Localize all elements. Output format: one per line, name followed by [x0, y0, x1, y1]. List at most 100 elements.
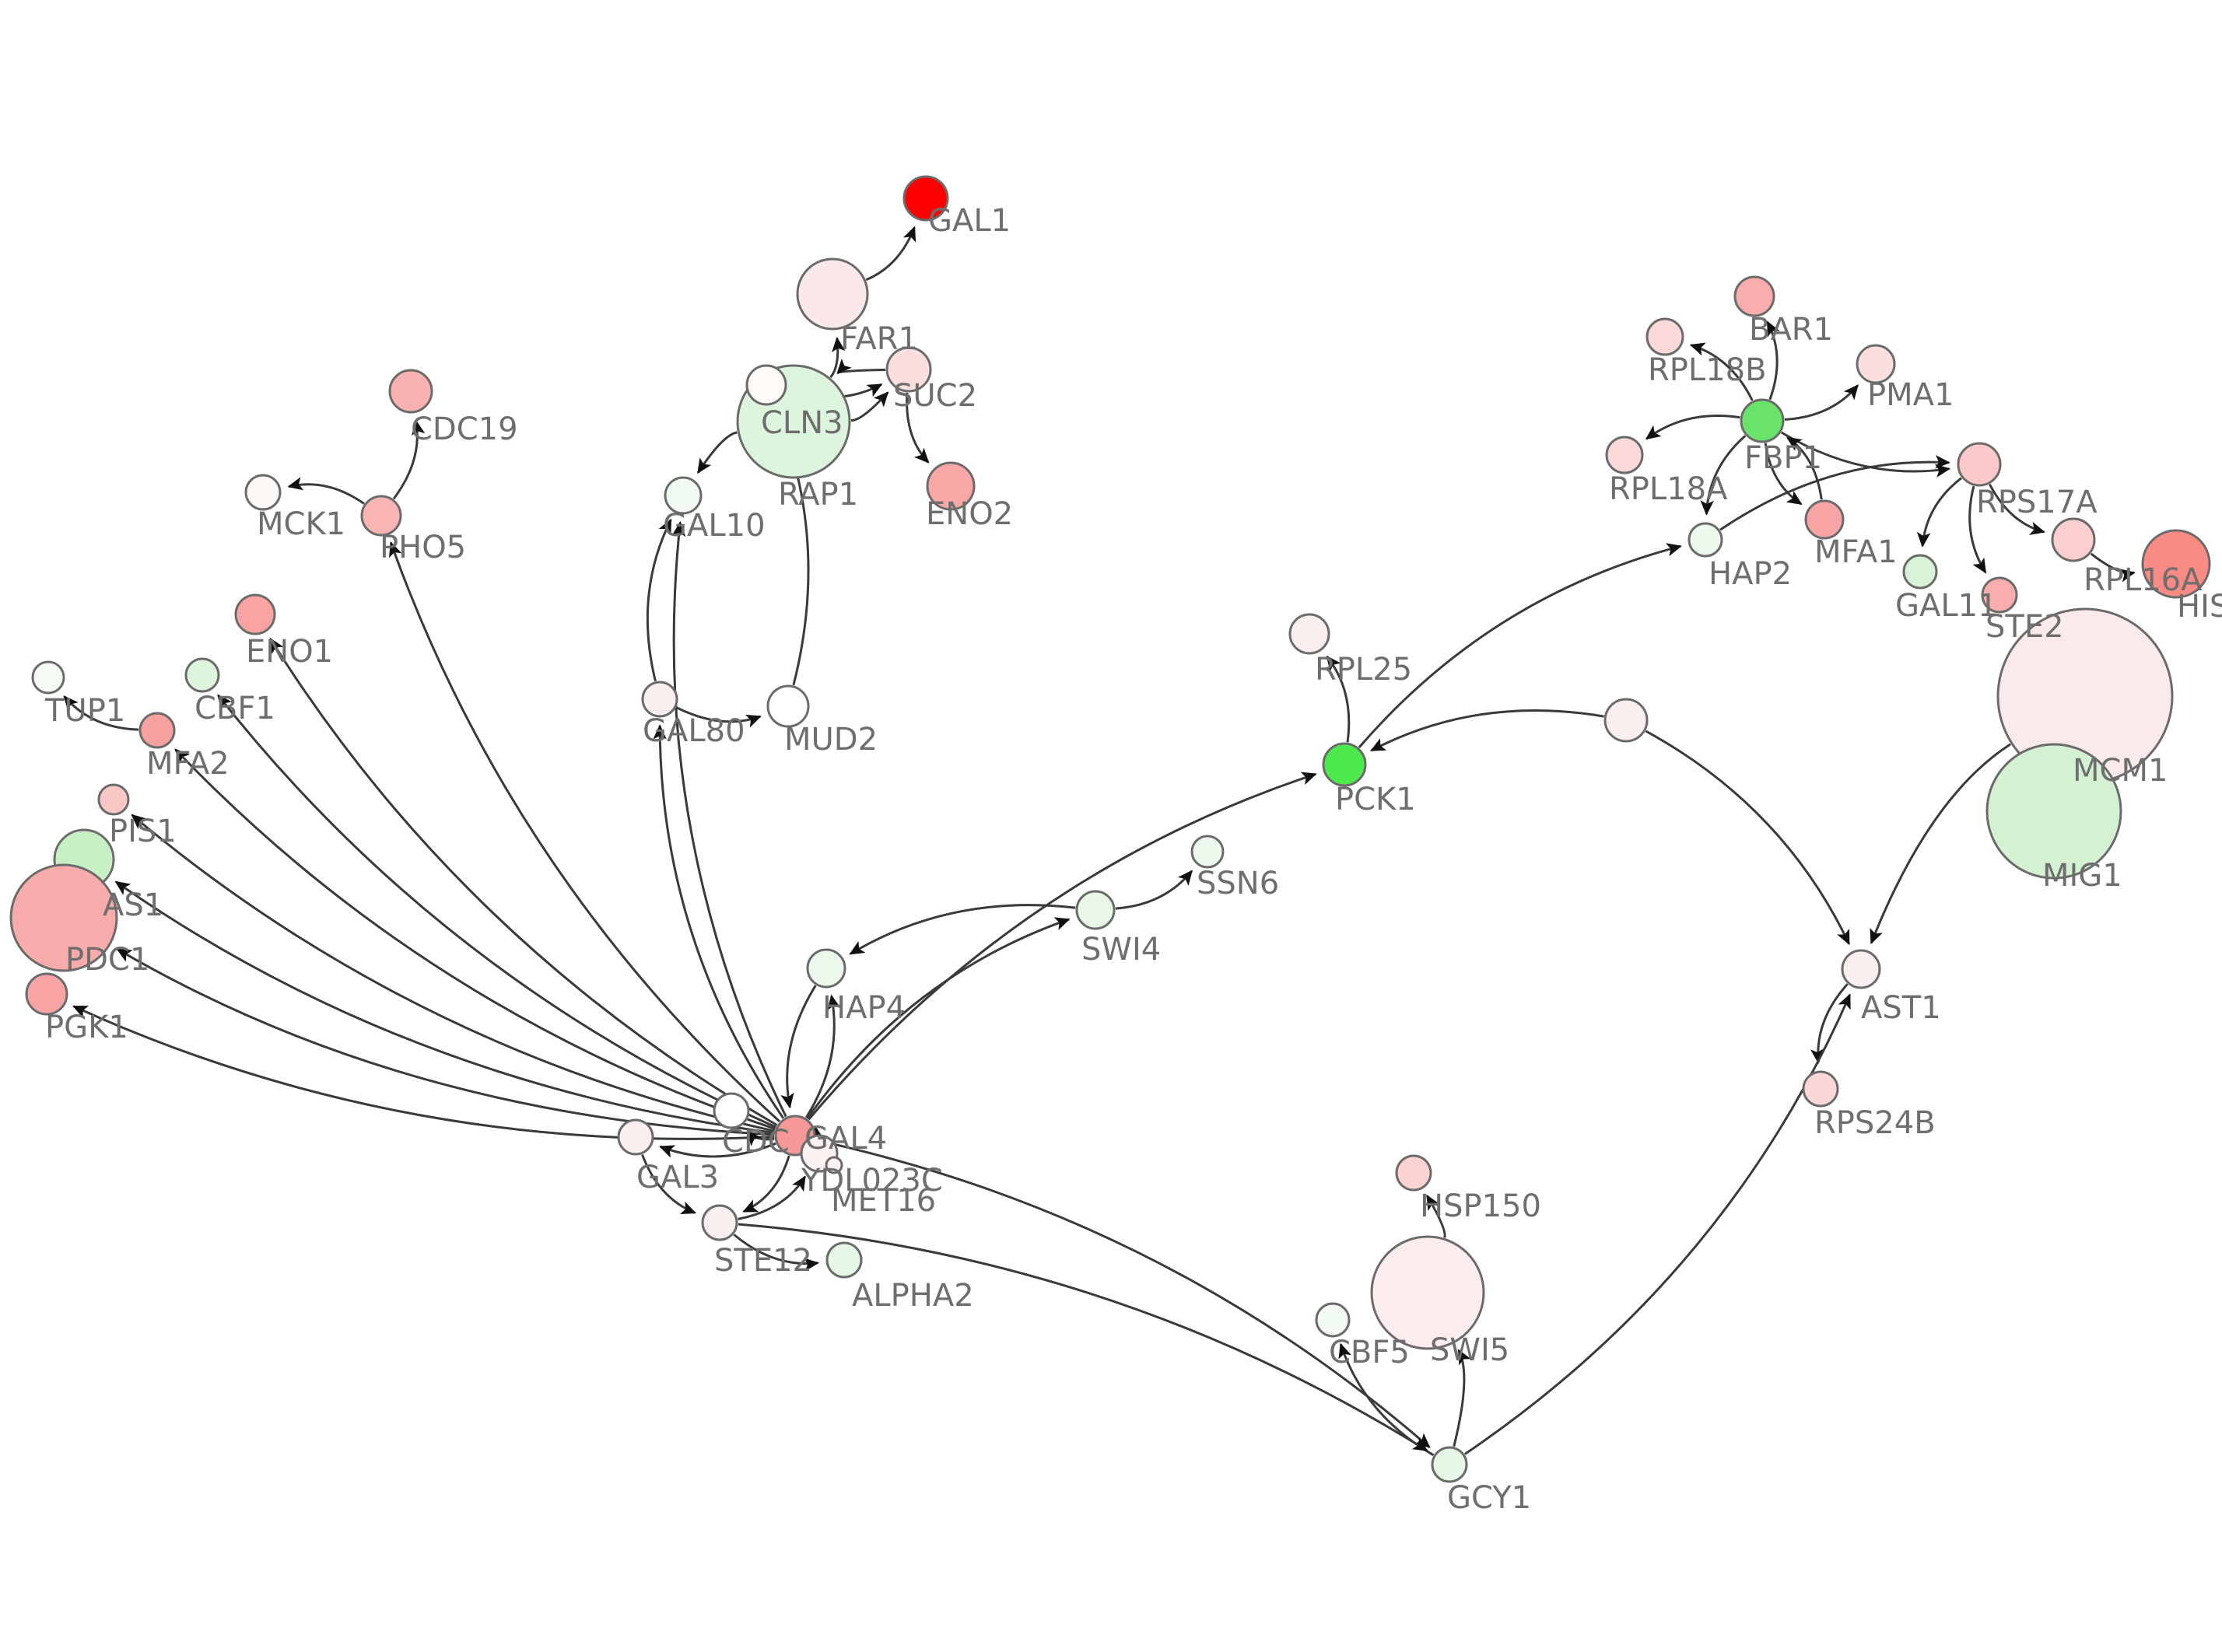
node-mud2[interactable]	[766, 684, 810, 728]
node-label-his4: HIS4	[2177, 589, 2222, 625]
node-unk1[interactable]	[1603, 698, 1649, 743]
node-ste2[interactable]	[1981, 576, 2018, 614]
node-suc2[interactable]	[885, 346, 932, 393]
edge-pho5-to-cdc19	[392, 419, 426, 500]
edge-fbp1-to-rpl18b	[1689, 342, 1754, 401]
node-rps24b[interactable]	[1802, 1070, 1839, 1108]
edge-rps17a-to-gal11	[1916, 477, 1962, 548]
edge-gal4-to-mfa2	[174, 748, 776, 1130]
edge-far1-to-gal1	[865, 226, 916, 282]
node-pis1[interactable]	[97, 783, 130, 816]
edge-fbp1-to-mfa1	[1764, 443, 1803, 506]
node-cbf5[interactable]	[1315, 1302, 1351, 1338]
node-label-hap2: HAP2	[1709, 556, 1792, 592]
node-pma1[interactable]	[1856, 344, 1896, 384]
node-label-swi5: SWI5	[1430, 1332, 1509, 1368]
node-label-rpl18b: RPL18B	[1648, 352, 1767, 388]
node-mfa2[interactable]	[138, 712, 176, 749]
node-mck1[interactable]	[244, 474, 282, 511]
node-label-alpha2: ALPHA2	[852, 1278, 974, 1314]
node-label-ste2: STE2	[1985, 609, 2064, 645]
edge-gal4-to-ydl023c	[810, 1125, 824, 1142]
node-label-rps24b: RPS24B	[1814, 1105, 1936, 1141]
node-his4[interactable]	[2141, 529, 2211, 599]
node-tup1[interactable]	[31, 660, 65, 695]
node-rpl25[interactable]	[1288, 613, 1330, 655]
node-eno1[interactable]	[234, 593, 276, 635]
node-label-gal11: GAL11	[1895, 588, 1998, 624]
node-label-pho5: PHO5	[380, 530, 466, 565]
node-label-gal80: GAL80	[643, 713, 745, 749]
node-swi4[interactable]	[1075, 890, 1116, 930]
node-gal80[interactable]	[641, 681, 678, 718]
node-gal3[interactable]	[617, 1118, 654, 1156]
node-gal11[interactable]	[1902, 554, 1938, 590]
node-label-gal10: GAL10	[663, 508, 766, 544]
node-gal1[interactable]	[902, 175, 949, 222]
node-ast1[interactable]	[1841, 949, 1881, 989]
edge-gal4-to-eno1	[269, 637, 778, 1126]
node-label-eno1: ENO1	[246, 634, 333, 670]
node-far1[interactable]	[796, 257, 869, 331]
node-label-mfa2: MFA2	[146, 746, 230, 782]
edge-gal4-to-as1	[114, 880, 775, 1134]
node-mig1[interactable]	[1985, 743, 2122, 880]
node-hap2[interactable]	[1688, 522, 1723, 558]
node-mfa1[interactable]	[1804, 499, 1845, 540]
node-label-rpl18a: RPL18A	[1609, 471, 1728, 507]
node-alpha2[interactable]	[825, 1241, 863, 1279]
edge-gal4-to-ste12	[742, 1155, 790, 1213]
node-pck1[interactable]	[1322, 742, 1367, 787]
node-rpl18b[interactable]	[1645, 317, 1684, 356]
node-cdc[interactable]	[713, 1092, 750, 1129]
node-eno2[interactable]	[926, 461, 976, 511]
edge-ste12-to-ydl023c	[738, 1175, 806, 1220]
node-rpl18a[interactable]	[1605, 436, 1644, 474]
node-pgk1[interactable]	[25, 972, 68, 1016]
edge-fbp1-to-rpl18a	[1645, 415, 1740, 440]
edge-gal4-to-pck1	[808, 772, 1317, 1121]
node-label-hap4: HAP4	[822, 990, 906, 1026]
edge-cln3-to-suc2	[850, 391, 889, 422]
node-gcy1[interactable]	[1431, 1446, 1468, 1483]
node-pdc1[interactable]	[9, 863, 118, 972]
edge-rps17a-to-rpl16a	[1989, 484, 2045, 535]
node-cbf1[interactable]	[184, 657, 220, 693]
node-label-cbf1: CBF1	[195, 691, 275, 726]
edge-gal4-to-gal80	[653, 724, 785, 1119]
node-swi5[interactable]	[1370, 1235, 1485, 1350]
node-label-gal3: GAL3	[636, 1160, 719, 1195]
node-rpl16a[interactable]	[2051, 517, 2096, 562]
edge-mfa1-to-fbp1	[1786, 436, 1823, 500]
edge-gal4-to-gal3	[659, 1142, 776, 1158]
node-gal10[interactable]	[664, 476, 703, 515]
node-fbp1[interactable]	[1740, 398, 1785, 443]
node-ssn6[interactable]	[1190, 835, 1225, 869]
edge-gal3-to-ste12	[641, 1153, 697, 1215]
edge-gal4-to-gal10	[671, 521, 787, 1118]
node-label-cdc19: CDC19	[411, 411, 518, 447]
edge-gal4-to-swi4	[806, 917, 1071, 1119]
node-bar1[interactable]	[1733, 275, 1775, 317]
node-hap4[interactable]	[806, 948, 846, 989]
node-label-as1: AS1	[103, 887, 163, 923]
node-label-mud2: MUD2	[784, 722, 878, 758]
edge-gal4-to-pis1	[131, 814, 775, 1132]
edge-gcy1-to-swi5	[1453, 1349, 1471, 1447]
node-layer[interactable]	[9, 175, 2211, 1483]
edge-gal4-to-gcy1	[815, 1139, 1431, 1448]
edge-gal80-to-gal10	[646, 518, 672, 682]
node-hsp150[interactable]	[1395, 1154, 1432, 1192]
node-ste12[interactable]	[701, 1204, 738, 1241]
node-met16[interactable]	[825, 1156, 843, 1174]
node-pho5[interactable]	[360, 495, 402, 537]
edge-ste12-to-alpha2	[733, 1234, 819, 1272]
node-cdc19[interactable]	[388, 369, 433, 414]
edge-rps17a-to-ste2	[1968, 485, 1987, 574]
edge-unk1-to-ast1	[1645, 730, 1850, 946]
node-label-met16: MET16	[831, 1183, 936, 1219]
node-rps17a[interactable]	[1957, 442, 2002, 487]
node-rap1[interactable]	[745, 364, 787, 406]
edge-gcy1-to-ast1	[1464, 993, 1851, 1455]
